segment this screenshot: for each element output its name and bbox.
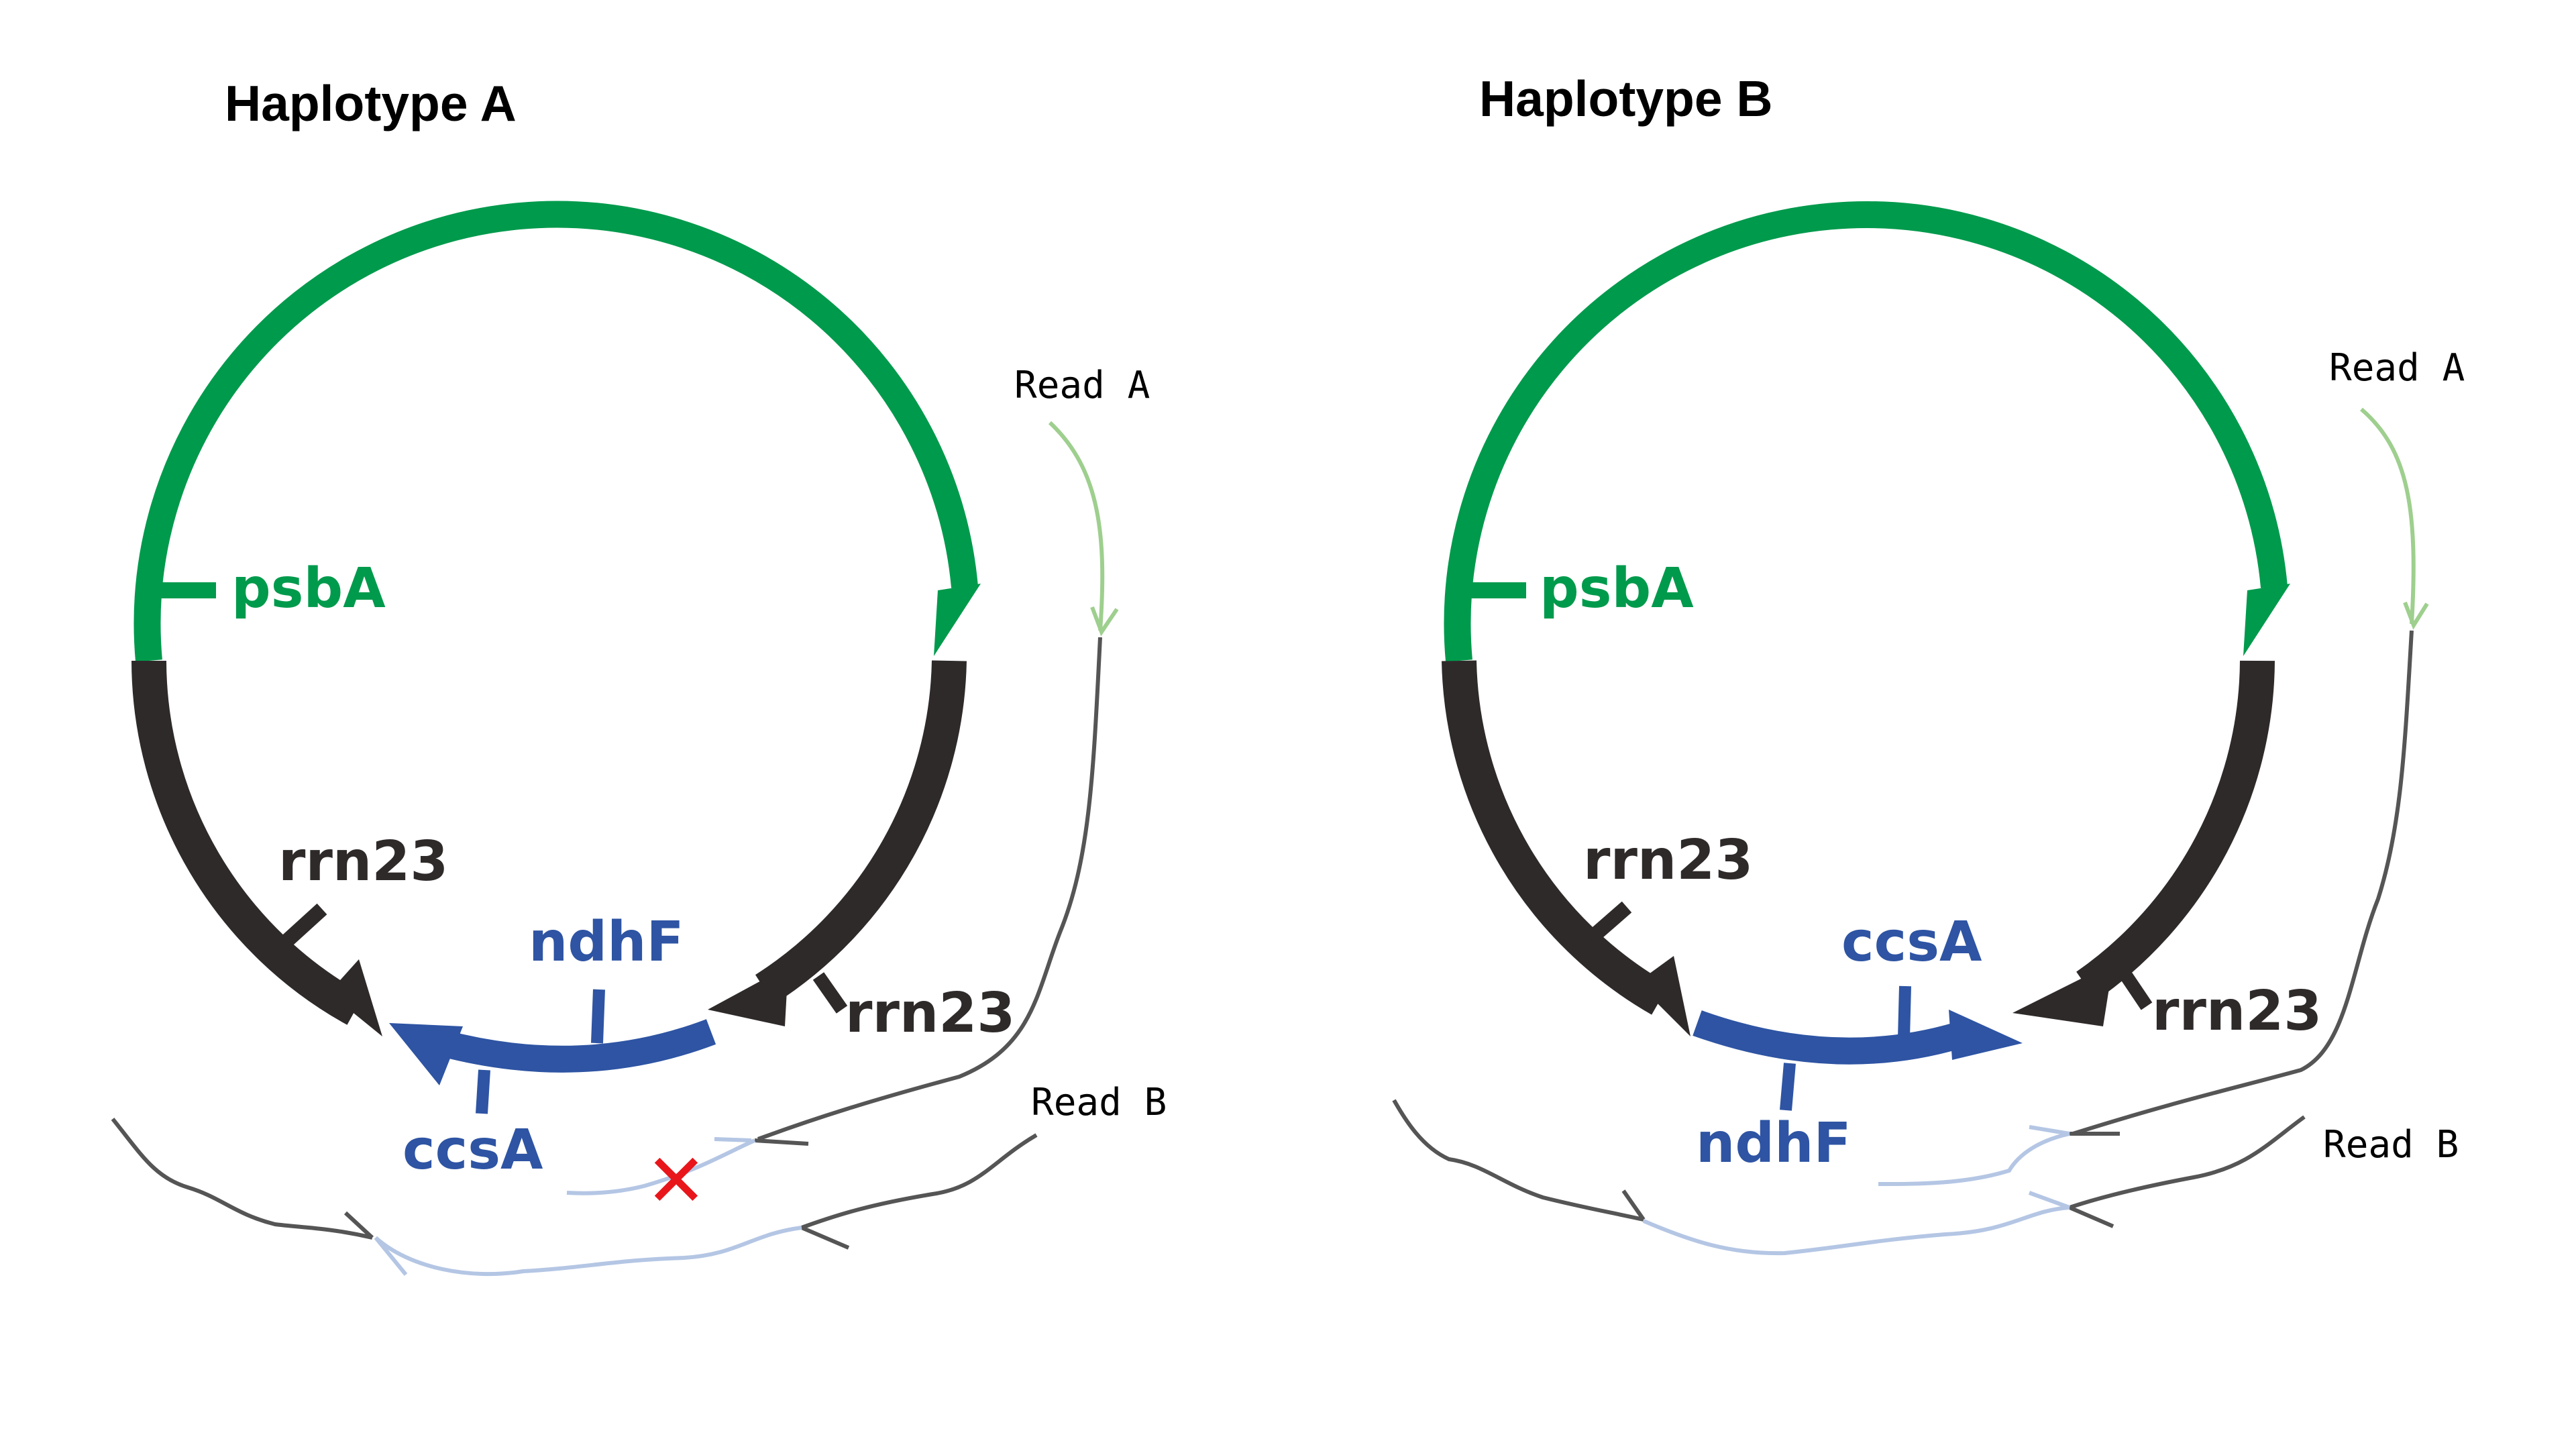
panel-a-title: Haplotype A xyxy=(225,75,517,131)
panel-b-label-rrn23-left: rrn23 xyxy=(1583,828,1753,892)
panel-b-label-ndhf: ndhF xyxy=(1696,1112,1851,1175)
panel-a-read-a xyxy=(567,423,1117,1193)
panel-b-blue-arc xyxy=(1697,986,2023,1110)
panel-b-read-a xyxy=(1878,409,2427,1184)
panel-a-label-rrn23-right: rrn23 xyxy=(845,981,1015,1045)
panel-haplotype-b: Haplotype B psbA rrn23 rrn23 xyxy=(1394,70,2465,1253)
panel-a-label-ccsa: ccsA xyxy=(402,1118,543,1182)
panel-a-blue-arc xyxy=(389,989,711,1114)
panel-b-label-psba: psbA xyxy=(1540,557,1694,621)
panel-a-read-b xyxy=(113,1119,1036,1275)
panel-a-label-ndhf: ndhF xyxy=(529,910,684,974)
panel-b-label-read-b: Read B xyxy=(2323,1123,2459,1167)
panel-b-label-rrn23-right: rrn23 xyxy=(2152,979,2322,1043)
panel-a-dark-right-arc xyxy=(708,661,949,1026)
panel-haplotype-a: Haplotype A psbA rrn23 rrn23 xyxy=(113,75,1167,1275)
panel-b-label-read-a: Read A xyxy=(2329,346,2465,390)
panel-b-dark-right-arc xyxy=(2012,661,2257,1026)
panel-a-label-rrn23-left: rrn23 xyxy=(278,830,448,894)
panel-b-title: Haplotype B xyxy=(1479,70,1773,127)
panel-a-label-psba: psbA xyxy=(231,557,386,621)
panel-b-label-ccsa: ccsA xyxy=(1841,910,1982,974)
panel-a-label-read-b: Read B xyxy=(1031,1081,1167,1124)
panel-a-label-read-a: Read A xyxy=(1014,364,1150,407)
panel-a-cross-mark: ✕ xyxy=(645,1138,707,1224)
